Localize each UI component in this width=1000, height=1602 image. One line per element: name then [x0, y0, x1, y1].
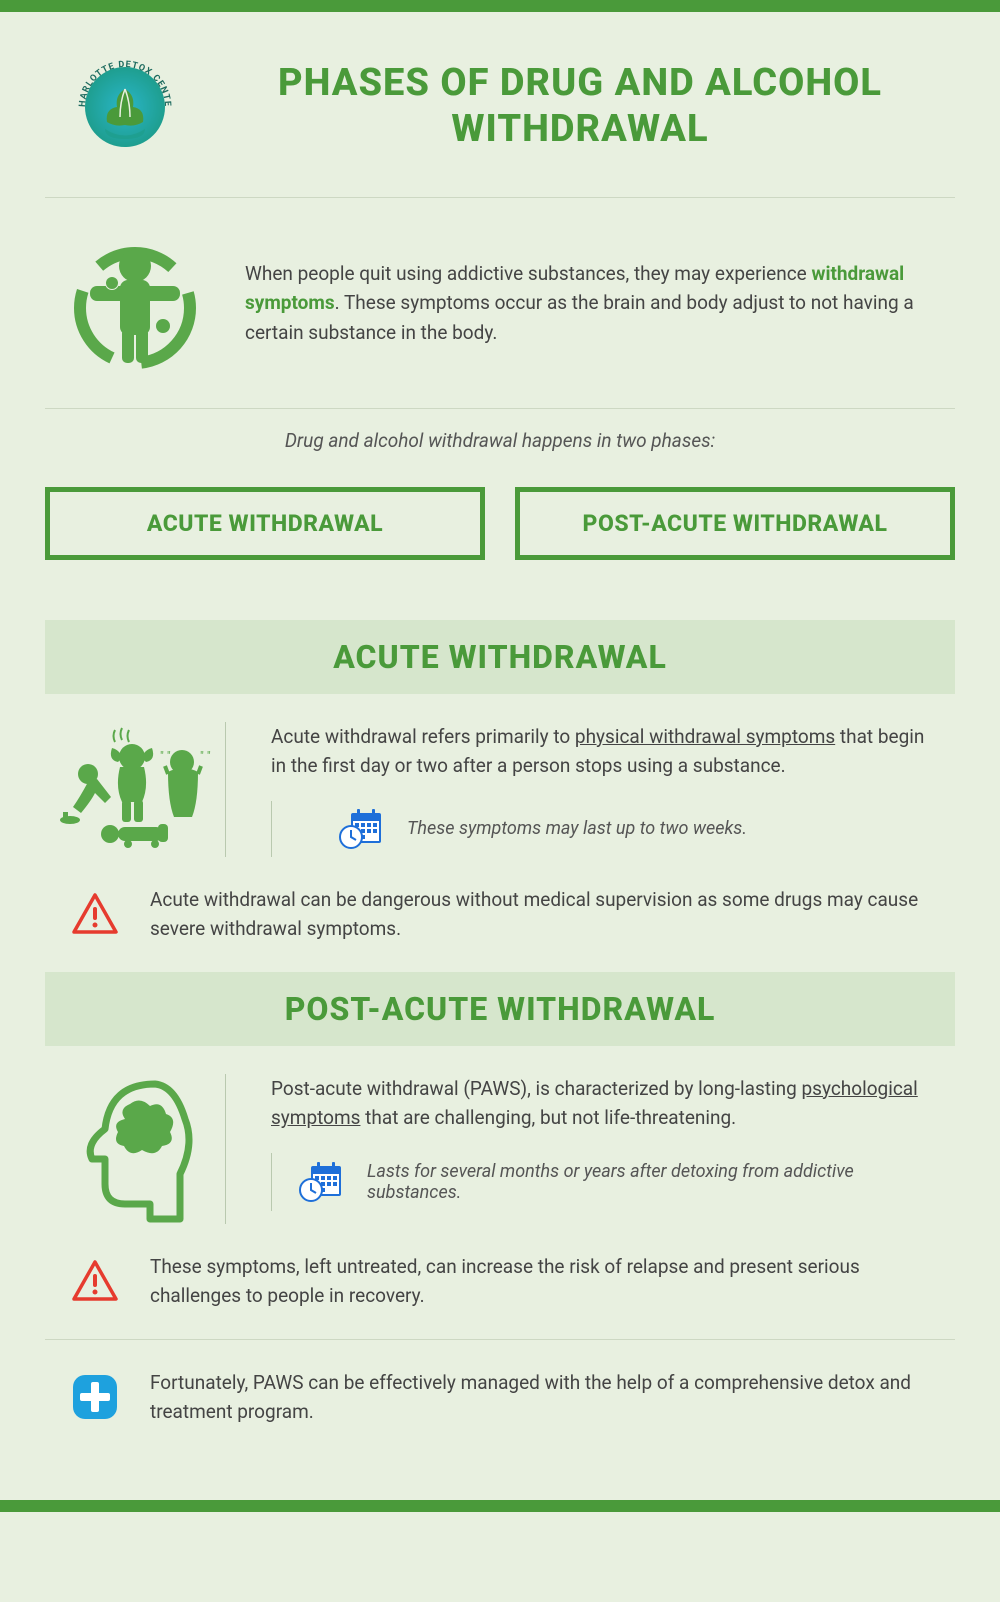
- acute-body-text: Acute withdrawal refers primarily to phy…: [271, 722, 925, 781]
- section-heading-acute: ACUTE WITHDRAWAL: [45, 620, 955, 694]
- acute-warning-text: Acute withdrawal can be dangerous withou…: [135, 885, 945, 944]
- header: CHARLOTTE DETOX CENTER PHASES OF DRUG AN…: [45, 12, 955, 187]
- medical-plus-icon: [55, 1372, 135, 1422]
- person-wellness-icon: [55, 228, 215, 378]
- acute-warning-row: Acute withdrawal can be dangerous withou…: [55, 885, 945, 944]
- acute-underline: physical withdrawal symptoms: [575, 725, 835, 748]
- divider: [45, 197, 955, 198]
- phases-lead: Drug and alcohol withdrawal happens in t…: [45, 429, 955, 452]
- phase-box-acute: ACUTE WITHDRAWAL: [45, 487, 485, 560]
- vertical-separator: [225, 1074, 226, 1224]
- calendar-clock-icon: [292, 1162, 352, 1202]
- intro-before: When people quit using addictive substan…: [245, 262, 811, 285]
- paws-duration-row: Lasts for several months or years after …: [271, 1153, 925, 1211]
- calendar-clock-icon: [332, 809, 392, 849]
- acute-before: Acute withdrawal refers primarily to: [271, 725, 575, 748]
- intro-text: When people quit using addictive substan…: [215, 259, 945, 347]
- divider: [45, 1339, 955, 1340]
- divider: [45, 408, 955, 409]
- vertical-separator: [225, 722, 226, 857]
- section-heading-paws: POST-ACUTE WITHDRAWAL: [45, 972, 955, 1046]
- warning-icon: [55, 1259, 135, 1303]
- page-title: PHASES OF DRUG AND ALCOHOL WITHDRAWAL: [205, 61, 955, 152]
- acute-duration-text: These symptoms may last up to two weeks.: [392, 818, 925, 839]
- paws-warning-text: These symptoms, left untreated, can incr…: [135, 1252, 945, 1311]
- paws-row: Post-acute withdrawal (PAWS), is charact…: [45, 1074, 955, 1224]
- acute-duration-row: These symptoms may last up to two weeks.: [271, 801, 925, 857]
- paws-good-news-row: Fortunately, PAWS can be effectively man…: [55, 1368, 945, 1427]
- phase-box-post-acute: POST-ACUTE WITHDRAWAL: [515, 487, 955, 560]
- paws-after: that are challenging, but not life-threa…: [360, 1106, 736, 1129]
- phase-boxes: ACUTE WITHDRAWAL POST-ACUTE WITHDRAWAL: [45, 487, 955, 560]
- page: CHARLOTTE DETOX CENTER PHASES OF DRUG AN…: [0, 0, 1000, 1512]
- acute-row: " " " " Acute withdrawal refers primaril…: [45, 722, 955, 857]
- acute-body: Acute withdrawal refers primarily to phy…: [251, 722, 945, 857]
- paws-warning-row: These symptoms, left untreated, can incr…: [55, 1252, 945, 1311]
- svg-text:" ": " ": [160, 749, 171, 763]
- intro-row: When people quit using addictive substan…: [45, 208, 955, 398]
- paws-good-news-text: Fortunately, PAWS can be effectively man…: [135, 1368, 945, 1427]
- brain-head-icon: [55, 1074, 225, 1224]
- intro-after: . These symptoms occur as the brain and …: [245, 291, 914, 343]
- paws-duration-text: Lasts for several months or years after …: [352, 1161, 925, 1203]
- sick-people-icon: " " " ": [55, 722, 225, 852]
- svg-text:" ": " ": [200, 749, 211, 763]
- org-logo: CHARLOTTE DETOX CENTER: [45, 47, 205, 167]
- warning-icon: [55, 892, 135, 936]
- paws-body: Post-acute withdrawal (PAWS), is charact…: [251, 1074, 945, 1211]
- paws-before: Post-acute withdrawal (PAWS), is charact…: [271, 1077, 802, 1100]
- paws-body-text: Post-acute withdrawal (PAWS), is charact…: [271, 1074, 925, 1133]
